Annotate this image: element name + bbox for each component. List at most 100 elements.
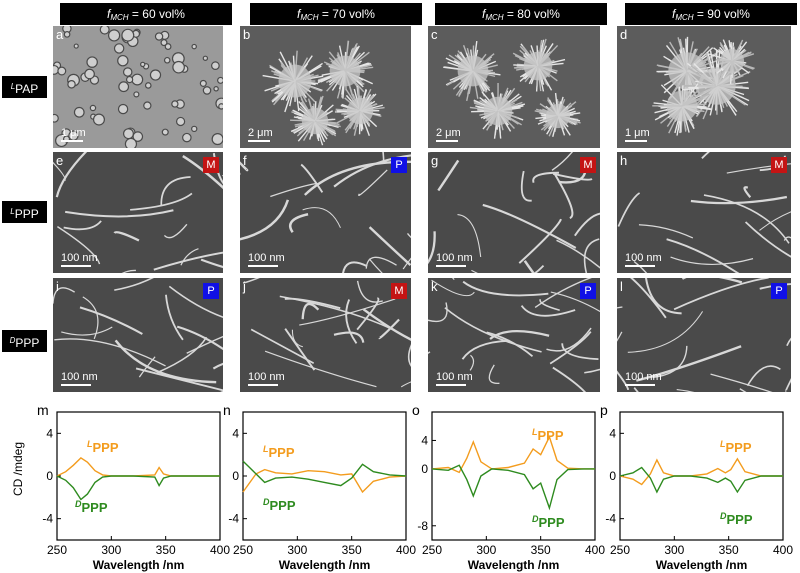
sem-image [240, 152, 411, 273]
helicity-badge: P [391, 157, 407, 173]
scale-bar-line [61, 265, 91, 267]
sem-image [617, 278, 791, 392]
series-line-dppp [56, 475, 220, 501]
fmch-subscript: MCH [675, 13, 694, 22]
scale-bar-label: 100 nm [61, 371, 98, 383]
fmch-symbol: f [297, 7, 301, 21]
sem-image [428, 152, 600, 273]
y-tick-label: 0 [609, 469, 616, 483]
column-header-4: fMCH = 90 vol% [625, 3, 797, 25]
panel-letter: g [431, 153, 439, 168]
scale-bar-line [625, 140, 647, 142]
annotation-text: PPP [82, 500, 108, 515]
row-label-superscript: L [10, 207, 15, 216]
scale-bar-line [436, 384, 466, 386]
panel-letter: f [243, 153, 247, 168]
sem-panel-l: l 100 nm P [617, 278, 791, 392]
scale-bar-line [61, 384, 91, 386]
x-tick-label: 400 [396, 543, 416, 557]
annotation-superscript: L [263, 444, 269, 454]
x-tick-label: 400 [585, 543, 605, 557]
row-label-text: PPP [15, 336, 40, 350]
sem-panel-a: a 1 μm [53, 26, 223, 148]
sem-panel-c: c 2 μm [428, 26, 600, 148]
x-tick-label: 300 [101, 543, 121, 557]
annotation-text: PPP [269, 445, 295, 460]
sem-panel-i: i 100 nm P [53, 278, 223, 392]
x-tick-label: 250 [610, 543, 630, 557]
x-tick-label: 300 [287, 543, 307, 557]
x-axis-label: Wavelength /nm [468, 558, 560, 572]
scale-bar: 2 μm [436, 127, 461, 142]
annotation-text: PPP [539, 515, 565, 530]
sem-panel-j: j 100 nm M [240, 278, 411, 392]
y-tick-label: -4 [228, 512, 239, 526]
x-tick-label: 250 [233, 543, 253, 557]
helicity-badge: M [391, 283, 407, 299]
x-axis-label: Wavelength /nm [656, 558, 748, 572]
series-annotation: DPPP [75, 499, 108, 515]
scale-bar-line [625, 265, 655, 267]
annotation-superscript: D [720, 511, 727, 521]
row-label-dppp: DPPP [2, 330, 47, 352]
row-label-text: PPP [14, 207, 39, 221]
annotation-text: PPP [270, 498, 296, 513]
scale-bar-label: 2 μm [436, 127, 461, 139]
sem-panel-f: f 100 nm P [240, 152, 411, 273]
chart-letter: p [600, 402, 608, 418]
scale-bar-label: 100 nm [248, 371, 285, 383]
annotation-superscript: L [532, 427, 538, 437]
annotation-superscript: L [720, 439, 726, 449]
series-annotation: LPPP [263, 444, 295, 460]
column-header-1: fMCH = 60 vol% [60, 3, 232, 25]
scale-bar-label: 100 nm [436, 252, 473, 264]
panel-letter: l [620, 279, 623, 294]
fmch-subscript: MCH [300, 13, 319, 22]
scale-bar-label: 2 μm [248, 127, 273, 139]
scale-bar: 100 nm [436, 371, 473, 386]
fmch-subscript: MCH [485, 13, 504, 22]
annotation-text: PPP [726, 440, 752, 455]
scale-bar-line [625, 384, 655, 386]
panel-letter: d [620, 27, 628, 42]
scale-bar: 2 μm [248, 127, 273, 142]
scale-bar: 1 μm [61, 127, 86, 142]
y-tick-label: -8 [417, 519, 428, 533]
plot-frame [431, 411, 596, 541]
series-annotation: LPPP [87, 439, 119, 455]
y-tick-label: -4 [605, 512, 616, 526]
scale-bar-line [248, 384, 278, 386]
series-annotation: DPPP [263, 497, 296, 513]
series-line-lppp [619, 457, 783, 486]
helicity-badge: M [771, 157, 787, 173]
y-tick-label: 0 [46, 469, 53, 483]
series-annotation: LPPP [720, 439, 752, 455]
sem-panel-g: g 100 nm M [428, 152, 600, 273]
sem-panel-b: b 2 μm [240, 26, 411, 148]
scale-bar-line [436, 265, 466, 267]
y-tick-label: 4 [421, 433, 428, 447]
row-label-lppp: LPPP [2, 201, 47, 223]
sem-image [53, 278, 223, 392]
scale-bar-line [248, 265, 278, 267]
panel-letter: b [243, 27, 251, 42]
sem-image [428, 26, 600, 148]
fmch-subscript: MCH [110, 13, 129, 22]
x-tick-label: 300 [476, 543, 496, 557]
scale-bar-label: 100 nm [248, 252, 285, 264]
series-line-dppp [242, 460, 407, 487]
panel-letter: h [620, 153, 628, 168]
x-axis-label: Wavelength /nm [93, 558, 185, 572]
row-label-superscript: L [10, 82, 16, 91]
x-tick-label: 350 [156, 543, 176, 557]
annotation-superscript: D [263, 497, 270, 507]
fmch-symbol: f [107, 7, 111, 21]
helicity-badge: P [580, 283, 596, 299]
chart-letter: m [37, 402, 49, 418]
helicity-badge: M [203, 157, 219, 173]
x-tick-label: 350 [342, 543, 362, 557]
scale-bar-line [436, 140, 458, 142]
scale-bar-line [61, 140, 83, 142]
